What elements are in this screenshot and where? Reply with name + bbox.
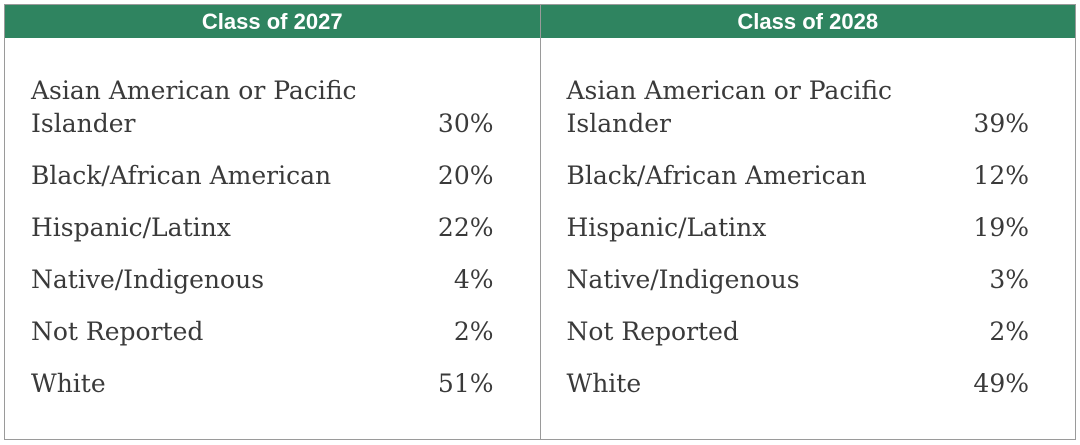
table-row: Hispanic/Latinx 19% [567,211,1030,244]
row-label: Black/African American [31,161,332,190]
row-label: Native/Indigenous [31,265,265,294]
row-value: 49% [973,369,1029,398]
row-label: Native/Indigenous [566,265,800,294]
row-value: 2% [453,317,494,346]
table-row: Native/Indigenous 4% [31,263,494,296]
table-row: Asian American or Pacific Islander 30% [31,74,494,140]
table-row: Not Reported 2% [31,315,494,348]
row-value: 2% [989,317,1029,346]
row-label: Hispanic/Latinx [566,213,767,242]
row-label: Not Reported [31,317,204,346]
panel-title: Class of 2028 [540,5,1075,38]
row-value: 22% [437,213,494,242]
row-value: 51% [437,369,494,398]
row-label: Asian American or Pacific Islander [31,76,357,138]
table-row: White 49% [567,367,1030,400]
row-value: 12% [973,161,1029,190]
row-label: White [566,369,642,398]
table-row: Asian American or Pacific Islander 39% [567,74,1030,140]
row-value: 3% [989,265,1029,294]
table-row: White 51% [31,367,494,400]
panel-title: Class of 2027 [5,5,540,38]
row-label: Asian American or Pacific Islander [566,76,893,138]
row-value: 19% [973,213,1029,242]
table: Class of 2027 Asian American or Pacific I… [4,4,1076,440]
row-label: White [31,369,106,398]
panel-body: Asian American or Pacific Islander 30% Bla… [5,38,540,419]
row-label: Not Reported [566,317,739,346]
table-row: Hispanic/Latinx 22% [31,211,494,244]
row-value: 30% [437,109,494,138]
row-value: 4% [453,265,494,294]
table-row: Black/African American 20% [31,159,494,192]
table-row: Not Reported 2% [567,315,1030,348]
table-row: Black/African American 12% [567,159,1030,192]
table-row: Native/Indigenous 3% [567,263,1030,296]
row-label: Black/African American [566,161,867,190]
panel: Class of 2027 Asian American or Pacific I… [5,5,540,439]
row-value: 39% [973,109,1029,138]
row-value: 20% [437,161,494,190]
panel: Class of 2028 Asian American or Pacific I… [539,5,1076,439]
panel-body: Asian American or Pacific Islander 39% Bla… [541,38,1076,419]
row-label: Hispanic/Latinx [31,213,231,242]
